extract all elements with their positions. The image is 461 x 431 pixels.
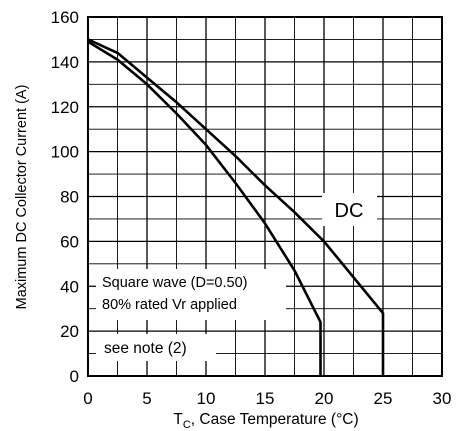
y-tick-label: 140 [51, 53, 79, 72]
x-tick-label: 15 [256, 389, 275, 408]
y-axis-ticks: 0 20 40 60 80 100 120 140 160 [51, 8, 79, 386]
plot-frame [87, 16, 443, 377]
x-axis-label-text: , Case Temperature (°C) [191, 411, 359, 428]
grid [87, 16, 443, 377]
annotation-rated: 80% rated Vr applied [102, 297, 237, 313]
curves [87, 38, 385, 376]
y-tick-label: 40 [60, 277, 79, 296]
x-axis-label-subscript: C [183, 419, 191, 431]
y-tick-label: 20 [60, 322, 79, 341]
y-tick-label: 160 [51, 8, 79, 27]
annotation-backgrounds [96, 193, 377, 361]
y-tick-label: 80 [60, 188, 79, 207]
x-axis-ticks: 0 5 10 15 20 25 30 [83, 389, 451, 408]
y-tick-label: 0 [70, 367, 79, 386]
x-tick-label: 20 [315, 389, 334, 408]
x-axis-label: TC, Case Temperature (°C) [173, 411, 358, 431]
annotation-note: see note (2) [104, 340, 187, 357]
y-axis-label: Maximum DC Collector Current (A) [14, 85, 30, 310]
y-tick-label: 60 [60, 232, 79, 251]
annotation-square-wave: Square wave (D=0.50) [102, 275, 247, 291]
annotation-square-wave-background [96, 269, 286, 320]
series-line-dc [87, 38, 385, 376]
x-tick-label: 25 [374, 389, 393, 408]
y-tick-label: 100 [51, 143, 79, 162]
y-tick-label: 120 [51, 98, 79, 117]
x-tick-label: 10 [197, 389, 216, 408]
annotation-note-background [96, 334, 216, 361]
x-axis-label-symbol: T [173, 411, 183, 428]
annotation-dc: DC [335, 200, 364, 222]
x-tick-label: 0 [83, 389, 92, 408]
x-tick-label: 30 [433, 389, 452, 408]
series-line-square-wave [87, 40, 322, 376]
x-tick-label: 5 [142, 389, 151, 408]
annotation-dc-background [322, 193, 377, 226]
